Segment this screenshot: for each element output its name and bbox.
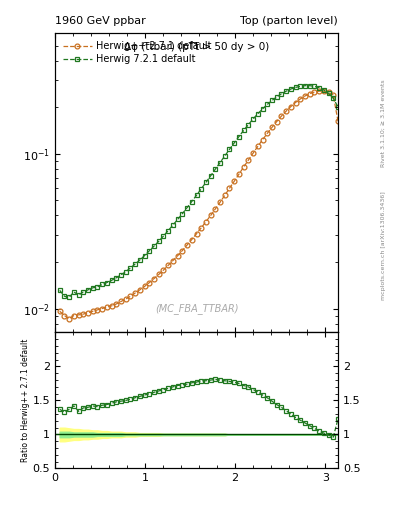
Herwig 7.2.1 default [156,238,161,244]
Herwig++ 2.7.1 default [152,275,156,282]
Herwig 7.2.1 default [237,134,241,140]
Herwig++ 2.7.1 default [336,118,340,124]
Herwig 7.2.1 default [307,82,312,89]
Herwig++ 2.7.1 default [109,303,114,309]
Text: Top (parton level): Top (parton level) [240,15,338,26]
Herwig++ 2.7.1 default [237,171,241,177]
Herwig 7.2.1 default [336,104,340,110]
Text: (MC_FBA_TTBAR): (MC_FBA_TTBAR) [155,303,238,314]
Herwig++ 2.7.1 default [67,315,72,322]
Text: 1960 GeV ppbar: 1960 GeV ppbar [55,15,146,26]
Herwig++ 2.7.1 default [142,283,147,289]
Herwig 7.2.1 default [57,287,62,293]
Text: Δφ (t̅tbar) (pTt̅ > 50 dy > 0): Δφ (t̅tbar) (pTt̅ > 50 dy > 0) [124,42,269,52]
Text: mcplots.cern.ch [arXiv:1306.3436]: mcplots.cern.ch [arXiv:1306.3436] [381,191,386,300]
Legend: Herwig++ 2.7.1 default, Herwig 7.2.1 default: Herwig++ 2.7.1 default, Herwig 7.2.1 def… [60,38,214,67]
Herwig 7.2.1 default [109,278,114,284]
Herwig 7.2.1 default [152,243,156,249]
Herwig++ 2.7.1 default [57,308,62,314]
Line: Herwig 7.2.1 default: Herwig 7.2.1 default [57,83,340,300]
Herwig++ 2.7.1 default [133,290,138,296]
Herwig 7.2.1 default [133,261,138,267]
Line: Herwig++ 2.7.1 default: Herwig++ 2.7.1 default [57,89,340,321]
Y-axis label: Ratio to Herwig++ 2.7.1 default: Ratio to Herwig++ 2.7.1 default [21,339,30,462]
Herwig++ 2.7.1 default [156,271,161,278]
Herwig 7.2.1 default [142,252,147,259]
Herwig 7.2.1 default [67,294,72,301]
Herwig++ 2.7.1 default [317,88,321,94]
Text: Rivet 3.1.10; ≥ 3.1M events: Rivet 3.1.10; ≥ 3.1M events [381,79,386,167]
